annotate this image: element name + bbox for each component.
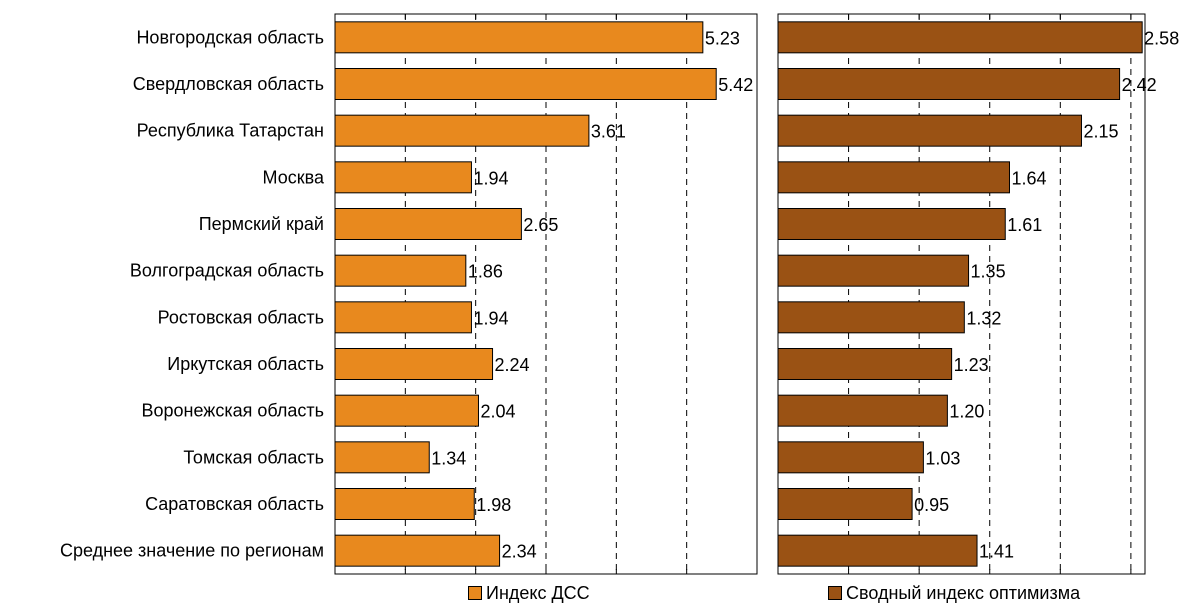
category-label: Иркутская область: [167, 354, 324, 374]
bar: [334, 348, 494, 380]
bar: [777, 534, 978, 567]
bar: [777, 161, 1010, 194]
plot-frame: [334, 13, 758, 575]
legend-label-optimism: Сводный индекс оптимизма: [846, 583, 1081, 603]
data-label: 2.24: [495, 355, 530, 375]
plot-frame: [777, 13, 1146, 575]
data-label: 2.42: [1122, 75, 1157, 95]
bar: [334, 21, 704, 54]
data-label: 1.34: [431, 448, 466, 468]
legend-swatch-optimism: [828, 586, 842, 600]
bar: [334, 534, 501, 567]
category-label: Волгоградская область: [130, 261, 324, 281]
data-label: 1.94: [473, 308, 508, 328]
data-label: 1.86: [468, 262, 503, 282]
bar: [777, 488, 913, 520]
data-label: 1.03: [925, 448, 960, 468]
category-label: Республика Татарстан: [137, 121, 324, 141]
bar: [334, 161, 472, 194]
category-label: Москва: [263, 167, 325, 187]
bar: [777, 301, 965, 334]
data-label: 1.23: [954, 355, 989, 375]
data-label: 1.64: [1011, 168, 1046, 188]
legend-label-dss: Индекс ДСС: [486, 583, 590, 603]
data-label: 1.32: [966, 308, 1001, 328]
category-label: Томская область: [183, 447, 324, 467]
bar: [334, 114, 590, 147]
category-label: Пермский край: [199, 214, 324, 234]
bar: [777, 394, 948, 427]
bar: [334, 441, 430, 474]
category-label: Ростовская область: [158, 307, 324, 327]
bar: [777, 68, 1121, 100]
category-label: Свердловская область: [133, 74, 324, 94]
data-label: 1.94: [473, 168, 508, 188]
legend-right: Сводный индекс оптимизма: [828, 583, 1080, 603]
data-label: 1.35: [971, 262, 1006, 282]
data-label: 5.42: [718, 75, 753, 95]
bar: [334, 488, 475, 520]
category-label: Воронежская область: [141, 401, 324, 421]
bar: [777, 441, 924, 474]
bar: [334, 301, 472, 334]
category-label: Среднее значение по регионам: [60, 541, 324, 561]
data-label: 1.41: [979, 542, 1014, 562]
bar: [777, 348, 953, 380]
data-label: 1.20: [949, 402, 984, 422]
bar: [777, 208, 1006, 240]
data-label: 2.15: [1083, 122, 1118, 142]
legend-left: Индекс ДСС: [468, 583, 590, 603]
bar: [334, 394, 479, 427]
data-label: 2.58: [1144, 28, 1179, 48]
bar: [777, 114, 1082, 147]
data-label: 5.23: [705, 28, 740, 48]
data-label: 0.95: [914, 495, 949, 515]
data-label: 3.61: [591, 122, 626, 142]
data-label: 1.98: [476, 495, 511, 515]
bar: [334, 68, 717, 100]
category-label: Саратовская область: [145, 494, 324, 514]
data-label: 2.04: [480, 402, 515, 422]
bar: [777, 254, 970, 287]
bar: [334, 208, 522, 240]
legend-swatch-dss: [468, 586, 482, 600]
category-label: Новгородская область: [136, 27, 324, 47]
data-label: 1.61: [1007, 215, 1042, 235]
bar: [334, 254, 467, 287]
data-label: 2.34: [502, 542, 537, 562]
bar: [777, 21, 1143, 54]
data-label: 2.65: [523, 215, 558, 235]
